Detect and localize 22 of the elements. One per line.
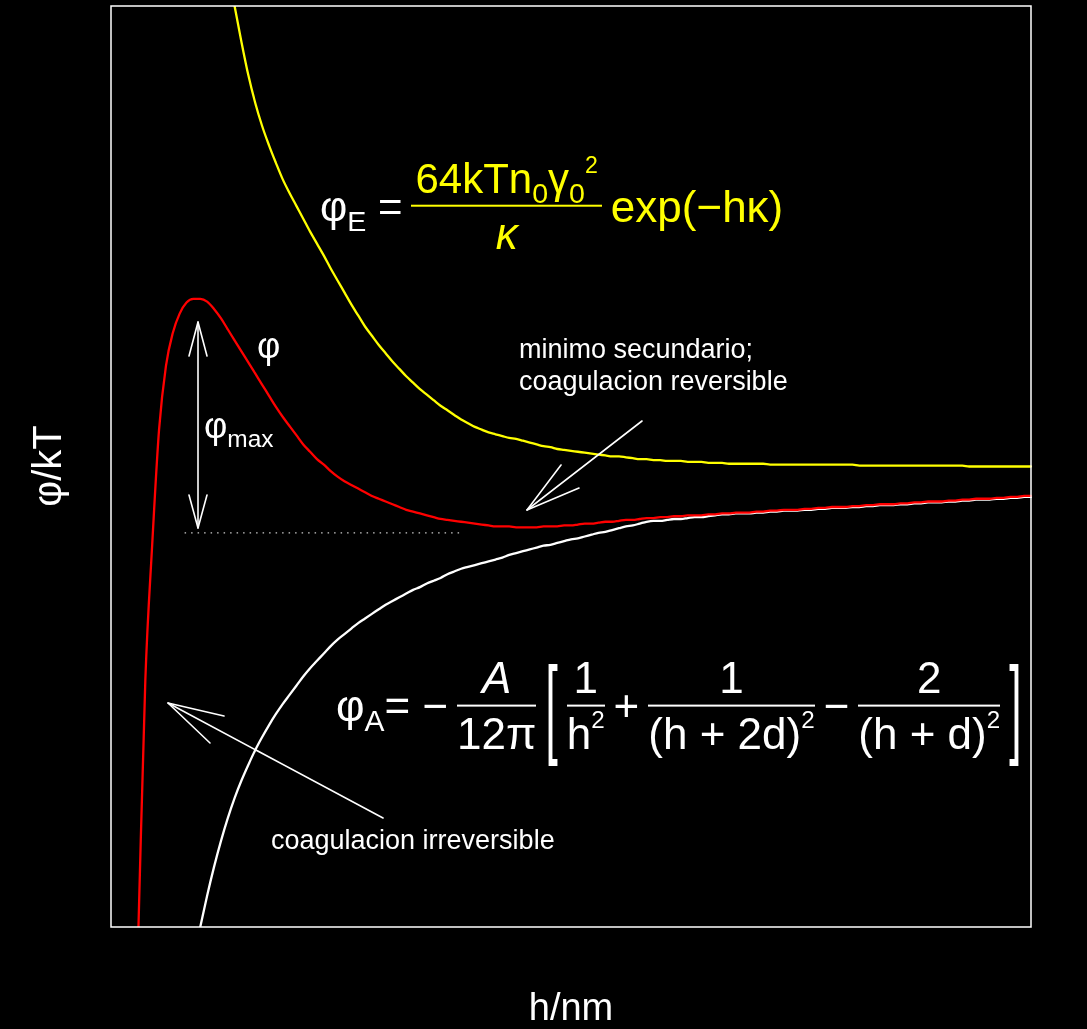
annotation: exp(−hκ) (610, 181, 784, 232)
annotation: 1 (566, 652, 605, 707)
annotation: − (823, 680, 850, 731)
annotation: ] (1009, 643, 1022, 767)
annotation: minimo secundario; coagulacion reversible (519, 333, 788, 398)
annotation: φ$_{max}$ (204, 404, 274, 452)
annotation: + (613, 680, 640, 731)
annotation: h$^{2}$ (566, 706, 605, 759)
annotation: 2 (858, 652, 1001, 707)
annotation: κ (494, 207, 520, 259)
annotation: [ (545, 643, 558, 767)
annotation: (h + 2d)$^{2}$ (648, 706, 815, 759)
x-axis-title: h/nm (528, 985, 614, 1029)
annotation: 1 (648, 652, 815, 707)
annotation: (h + d)$^{2}$ (858, 706, 1001, 759)
series-label: φ (257, 324, 281, 368)
annotation: A (457, 652, 537, 707)
y-axis-title: φ/kT (24, 425, 70, 507)
annotation: φ$_{E}$ = (320, 182, 403, 237)
annotation: φ$_{A}$= − (336, 680, 449, 738)
annotation: 12π (457, 708, 537, 759)
annotation: coagulacion irreversible (271, 824, 555, 857)
